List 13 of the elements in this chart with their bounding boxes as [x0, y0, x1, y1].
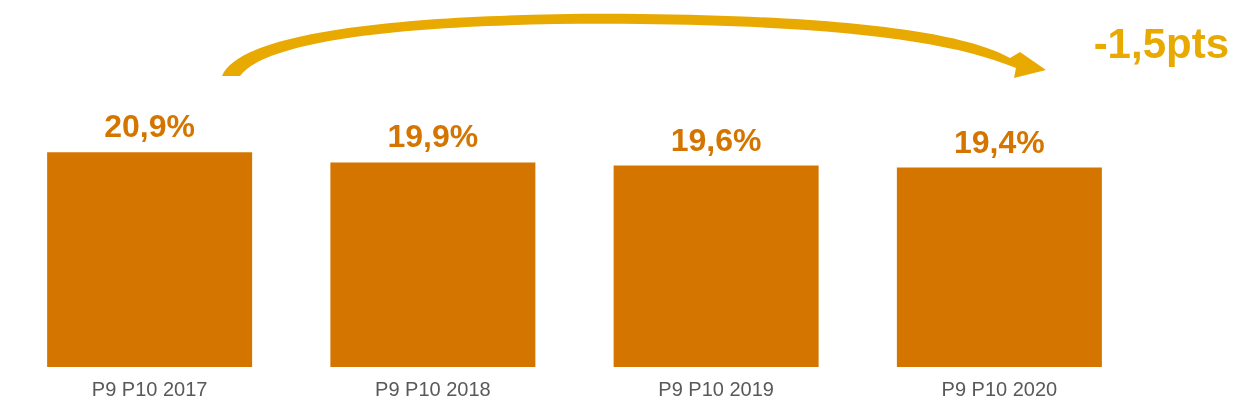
bar [896, 167, 1102, 367]
data-label: 19,9% [387, 118, 479, 155]
text: -1,5pts [1093, 19, 1229, 67]
x-tick-label: P9 P10 2019 [658, 378, 774, 400]
x-tick-label: P9 P10 2018 [375, 378, 491, 400]
x-tick-label: P9 P10 2017 [91, 378, 208, 400]
data-label: 20,9% [104, 108, 195, 145]
bar [613, 165, 819, 367]
bar [47, 152, 253, 367]
x-tick-label: P9 P10 2020 [941, 378, 1058, 400]
data-label: 19,4% [954, 123, 1045, 160]
data-label: 19,6% [670, 121, 762, 158]
bar [330, 162, 536, 367]
